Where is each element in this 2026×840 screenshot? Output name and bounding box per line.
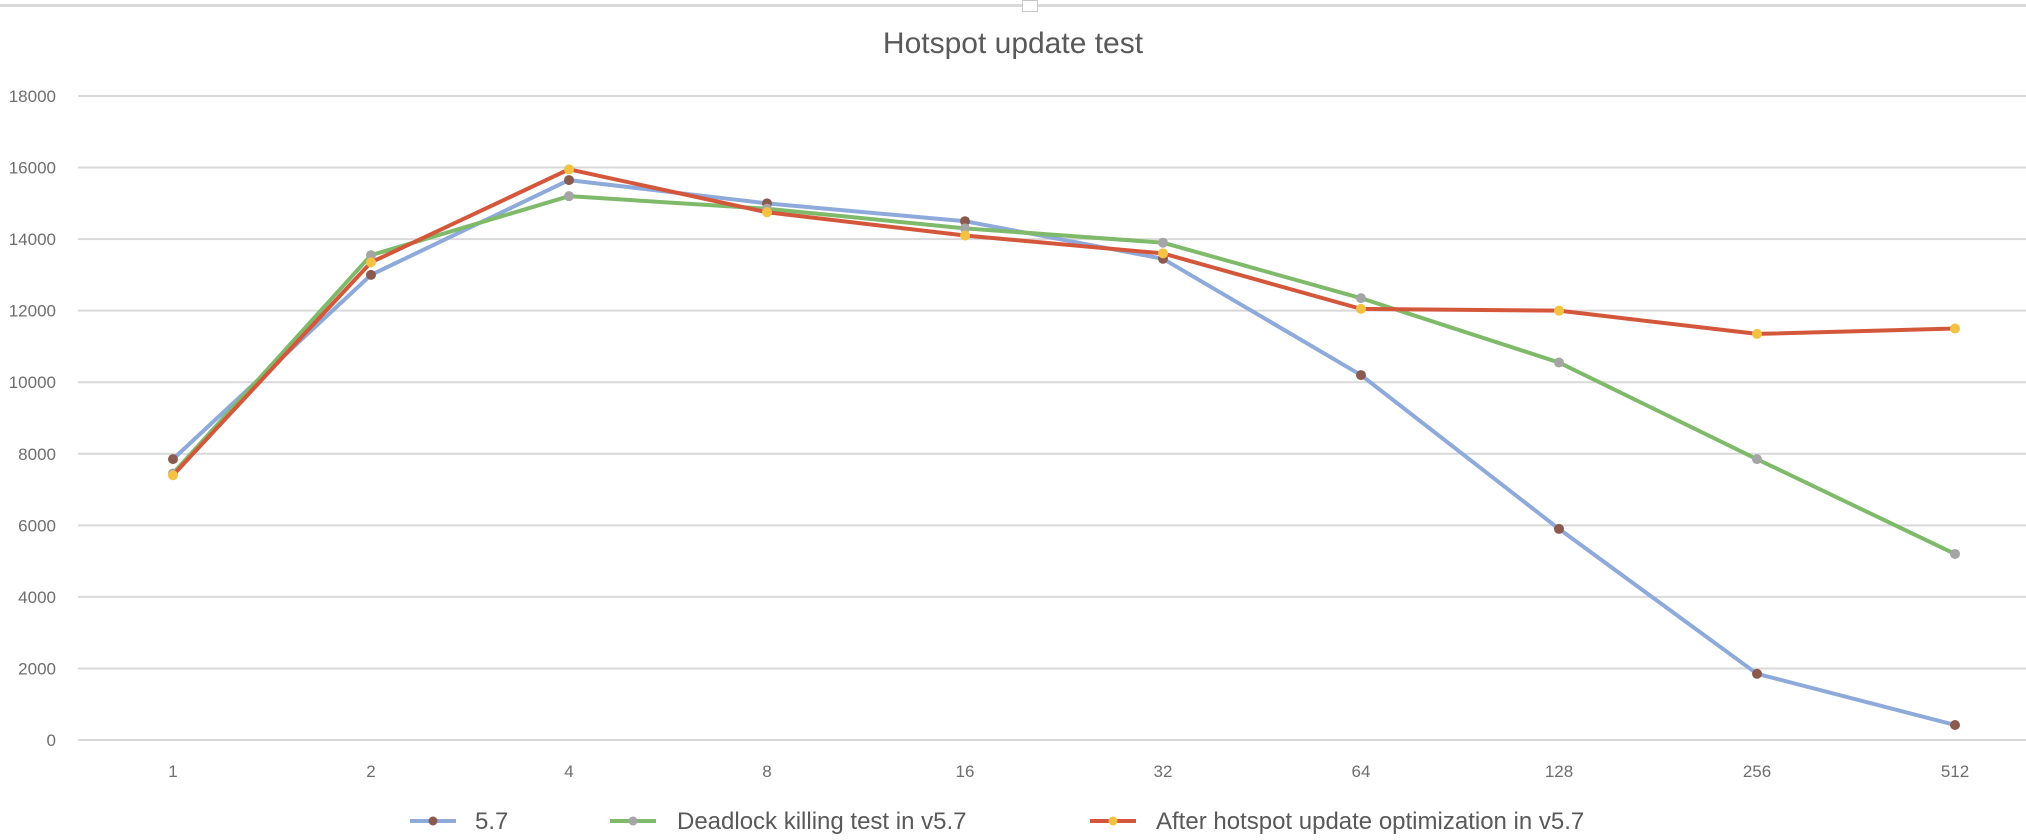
series-line bbox=[171, 194, 1957, 556]
y-axis-tick-labels: 0 2000 4000 6000 8000 10000 12000 14000 16000 180… bbox=[9, 87, 56, 750]
resize-handle[interactable] bbox=[1022, 0, 1038, 12]
data-point bbox=[960, 230, 970, 241]
data-point bbox=[960, 223, 970, 234]
legend-label: After hotspot update optimization in v5.… bbox=[1156, 808, 1584, 835]
x-tick-label: 4 bbox=[564, 762, 573, 781]
y-tick-label: 10000 bbox=[9, 373, 56, 392]
legend-marker bbox=[628, 816, 638, 826]
data-point bbox=[366, 257, 376, 268]
data-point bbox=[564, 164, 574, 175]
data-point bbox=[366, 250, 376, 261]
data-point bbox=[1950, 548, 1960, 559]
data-point bbox=[1752, 668, 1762, 679]
data-point bbox=[1950, 719, 1960, 730]
y-tick-label: 16000 bbox=[9, 159, 56, 178]
data-point bbox=[1554, 305, 1564, 316]
y-tick-label: 14000 bbox=[9, 230, 56, 249]
series-line bbox=[171, 167, 1957, 478]
y-tick-label: 6000 bbox=[18, 516, 56, 535]
data-point bbox=[1752, 328, 1762, 339]
series-3 bbox=[168, 164, 1960, 481]
x-tick-label: 1 bbox=[168, 762, 177, 781]
data-point bbox=[168, 454, 178, 465]
data-point bbox=[1158, 237, 1168, 248]
y-tick-label: 18000 bbox=[9, 87, 56, 106]
x-tick-label: 16 bbox=[956, 762, 975, 781]
data-point bbox=[564, 191, 574, 202]
x-tick-label: 2 bbox=[366, 762, 375, 781]
data-point bbox=[960, 216, 970, 227]
legend-label: Deadlock killing test in v5.7 bbox=[677, 808, 966, 835]
chart-title: Hotspot update test bbox=[883, 27, 1144, 60]
gridlines bbox=[78, 95, 2026, 741]
data-point bbox=[1158, 248, 1168, 259]
series-1 bbox=[168, 175, 1960, 730]
x-tick-label: 64 bbox=[1352, 762, 1371, 781]
data-point bbox=[1752, 454, 1762, 465]
y-tick-label: 2000 bbox=[18, 659, 56, 678]
x-tick-label: 8 bbox=[762, 762, 771, 781]
legend-item[interactable]: 5.7 bbox=[410, 808, 508, 835]
legend: 5.7 Deadlock killing test in v5.7 After ho… bbox=[410, 808, 1584, 835]
data-point bbox=[1356, 303, 1366, 314]
x-tick-label: 256 bbox=[1743, 762, 1771, 781]
legend-item[interactable]: Deadlock killing test in v5.7 bbox=[610, 808, 966, 835]
data-point bbox=[366, 269, 376, 280]
y-tick-label: 4000 bbox=[18, 588, 56, 607]
x-axis-tick-labels: 1 2 4 8 16 32 64 128 256 512 bbox=[168, 762, 1969, 781]
series-lines bbox=[168, 164, 1960, 730]
legend-marker bbox=[1108, 816, 1118, 826]
top-border-line bbox=[0, 4, 2026, 7]
legend-label: 5.7 bbox=[475, 808, 508, 835]
x-tick-label: 512 bbox=[1941, 762, 1969, 781]
data-point bbox=[1950, 323, 1960, 334]
data-point bbox=[564, 175, 574, 186]
data-point bbox=[1554, 357, 1564, 368]
data-point bbox=[1356, 370, 1366, 381]
y-tick-label: 0 bbox=[47, 731, 56, 750]
data-point bbox=[1356, 293, 1366, 304]
y-tick-label: 12000 bbox=[9, 302, 56, 321]
series-line bbox=[171, 178, 1957, 727]
data-point bbox=[168, 470, 178, 481]
x-tick-label: 128 bbox=[1545, 762, 1573, 781]
y-tick-label: 8000 bbox=[18, 445, 56, 464]
data-point bbox=[1554, 523, 1564, 534]
legend-item[interactable]: After hotspot update optimization in v5.… bbox=[1090, 808, 1584, 835]
data-point bbox=[762, 207, 772, 218]
legend-marker bbox=[428, 816, 438, 826]
x-tick-label: 32 bbox=[1154, 762, 1173, 781]
